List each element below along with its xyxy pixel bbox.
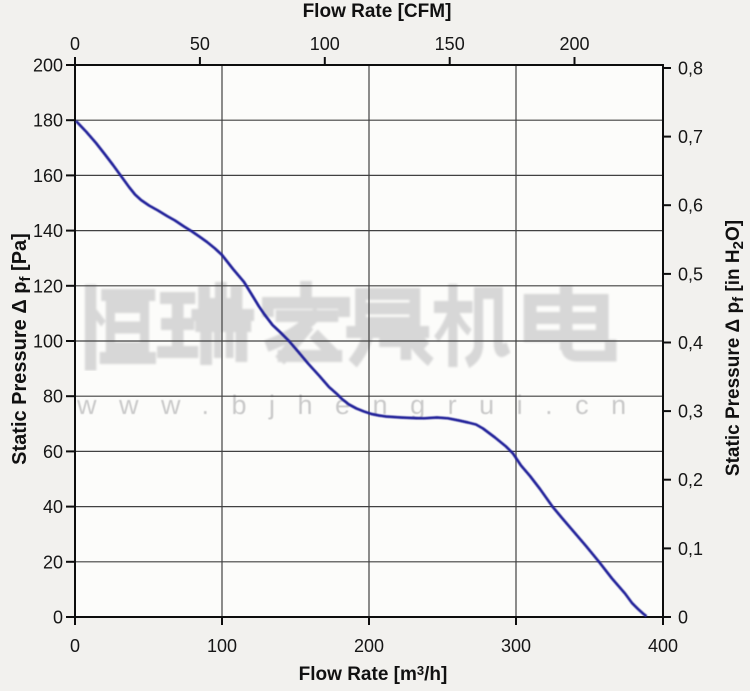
svg-text:0,2: 0,2 <box>678 470 703 490</box>
svg-text:300: 300 <box>501 636 531 656</box>
svg-text:0: 0 <box>70 636 80 656</box>
svg-text:150: 150 <box>435 34 465 54</box>
svg-text:Static Pressure Δ pf [Pa]: Static Pressure Δ pf [Pa] <box>9 233 34 465</box>
svg-text:Flow Rate [m3/h]: Flow Rate [m3/h] <box>299 663 448 685</box>
svg-text:20: 20 <box>43 552 63 572</box>
svg-text:200: 200 <box>33 56 63 76</box>
svg-text:0: 0 <box>53 608 63 628</box>
svg-text:0,6: 0,6 <box>678 196 703 216</box>
svg-text:60: 60 <box>43 442 63 462</box>
svg-text:0: 0 <box>678 608 688 628</box>
svg-text:0: 0 <box>70 34 80 54</box>
svg-text:40: 40 <box>43 497 63 517</box>
svg-text:120: 120 <box>33 276 63 296</box>
svg-text:0,3: 0,3 <box>678 402 703 422</box>
svg-text:100: 100 <box>207 636 237 656</box>
svg-text:100: 100 <box>33 332 63 352</box>
svg-text:50: 50 <box>190 34 210 54</box>
svg-text:160: 160 <box>33 166 63 186</box>
svg-text:100: 100 <box>310 34 340 54</box>
svg-text:140: 140 <box>33 221 63 241</box>
svg-text:Static Pressure Δ pf [in H2O]: Static Pressure Δ pf [in H2O] <box>723 220 747 476</box>
svg-text:80: 80 <box>43 387 63 407</box>
svg-text:200: 200 <box>559 34 589 54</box>
svg-text:0,4: 0,4 <box>678 333 703 353</box>
svg-text:www.bjhengrui.cn: www.bjhengrui.cn <box>76 390 649 420</box>
svg-text:Flow Rate [CFM]: Flow Rate [CFM] <box>303 1 452 22</box>
svg-text:0,7: 0,7 <box>678 127 703 147</box>
svg-text:0,1: 0,1 <box>678 539 703 559</box>
svg-text:180: 180 <box>33 111 63 131</box>
svg-text:400: 400 <box>648 636 678 656</box>
svg-text:0,8: 0,8 <box>678 59 703 79</box>
svg-text:200: 200 <box>354 636 384 656</box>
svg-text:0,5: 0,5 <box>678 264 703 284</box>
